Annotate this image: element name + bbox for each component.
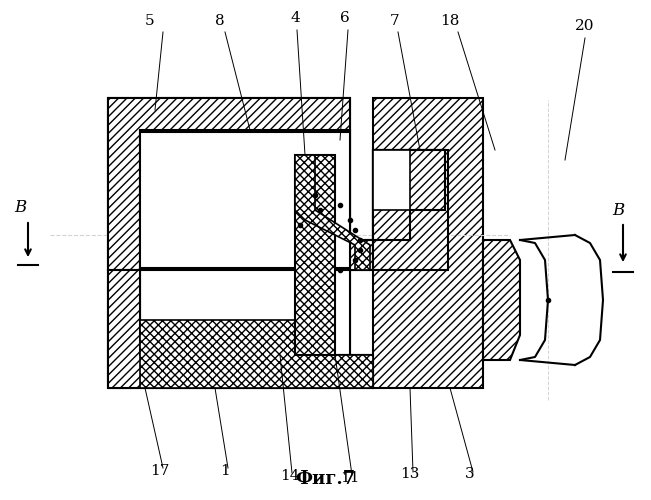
Text: 20: 20 bbox=[575, 19, 595, 33]
Polygon shape bbox=[373, 150, 445, 240]
Polygon shape bbox=[108, 270, 350, 388]
Text: Фиг.7: Фиг.7 bbox=[295, 470, 355, 488]
Text: 5: 5 bbox=[145, 14, 155, 28]
Text: 14: 14 bbox=[280, 469, 299, 483]
Polygon shape bbox=[373, 150, 445, 240]
Bar bbox=[140, 132, 350, 268]
Bar bbox=[140, 130, 350, 270]
Polygon shape bbox=[295, 155, 370, 270]
Polygon shape bbox=[108, 98, 373, 388]
Bar bbox=[373, 98, 483, 388]
Text: 3: 3 bbox=[465, 467, 475, 481]
Text: B: B bbox=[14, 199, 26, 216]
Bar bbox=[140, 270, 350, 355]
Bar bbox=[295, 155, 335, 355]
Polygon shape bbox=[350, 355, 373, 388]
Text: 13: 13 bbox=[400, 467, 420, 481]
Text: 1: 1 bbox=[220, 464, 230, 478]
Text: 8: 8 bbox=[215, 14, 225, 28]
Bar bbox=[373, 150, 410, 210]
Text: 4: 4 bbox=[290, 11, 300, 25]
Text: 6: 6 bbox=[340, 11, 350, 25]
Polygon shape bbox=[350, 240, 373, 270]
Text: 17: 17 bbox=[150, 464, 170, 478]
Text: 11: 11 bbox=[340, 471, 360, 485]
Text: 7: 7 bbox=[390, 14, 400, 28]
Bar bbox=[373, 150, 448, 270]
Polygon shape bbox=[483, 240, 520, 360]
Polygon shape bbox=[108, 98, 350, 270]
Text: B: B bbox=[612, 202, 624, 219]
Polygon shape bbox=[140, 320, 373, 388]
Text: 18: 18 bbox=[440, 14, 460, 28]
